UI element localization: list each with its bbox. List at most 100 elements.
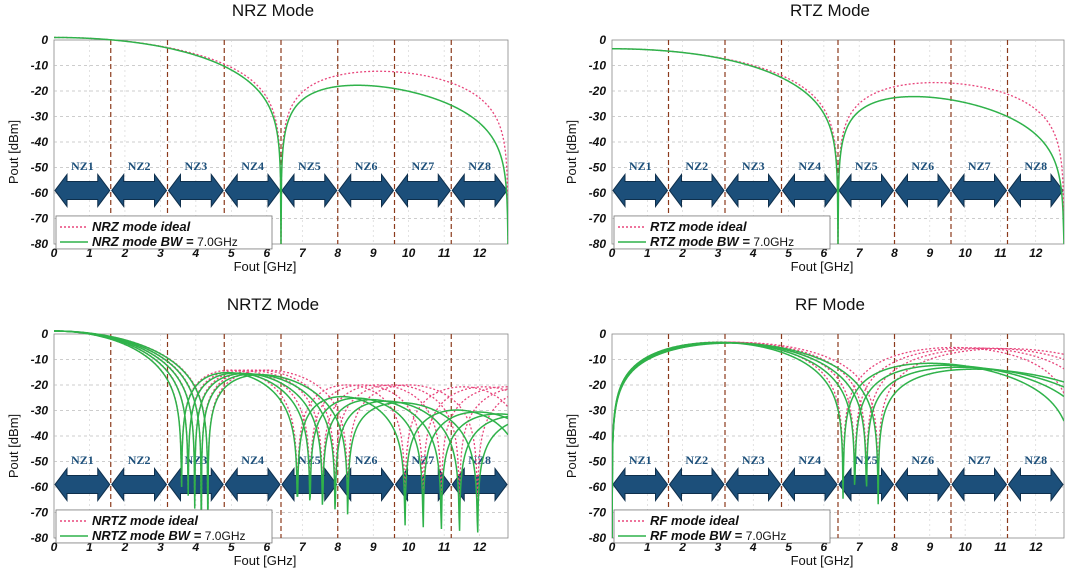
y-tick-label: 0 — [599, 327, 606, 341]
x-axis-label: Fout [GHz] — [234, 259, 297, 274]
nyquist-zone-arrow-nz4 — [224, 466, 281, 502]
x-tick-label: 10 — [958, 540, 972, 554]
x-tick-label: 1 — [86, 540, 93, 554]
series-line-ideal-0 — [612, 48, 1064, 244]
x-tick-label: 6 — [821, 246, 828, 260]
nyquist-zone-label: NZ2 — [685, 453, 708, 467]
y-tick-label: -20 — [31, 378, 49, 392]
x-axis-label: Fout [GHz] — [791, 259, 854, 274]
x-tick-label: 10 — [402, 246, 416, 260]
x-tick-label: 11 — [438, 540, 451, 554]
legend-entry: NRZ mode BW = 7.0GHz — [92, 234, 238, 249]
series-line-ideal-0 — [612, 341, 1064, 538]
x-tick-label: 0 — [51, 246, 58, 260]
nyquist-zone-label: NZ7 — [968, 159, 991, 173]
y-tick-label: 0 — [41, 33, 48, 47]
legend-entry: RTZ mode BW = 7.0GHz — [650, 234, 794, 249]
y-tick-label: -40 — [589, 429, 607, 443]
legend-entry: RTZ mode ideal — [650, 219, 747, 234]
y-axis-label: Pout [dBm] — [6, 120, 21, 184]
y-tick-label: -30 — [31, 110, 49, 124]
x-tick-label: 0 — [609, 540, 616, 554]
nyquist-zone-label: NZ6 — [911, 159, 934, 173]
x-tick-label: 11 — [994, 540, 1007, 554]
nyquist-zone-label: NZ2 — [128, 453, 151, 467]
curves — [54, 330, 508, 536]
y-tick-label: -60 — [31, 480, 49, 494]
nyquist-zone-label: NZ7 — [412, 453, 435, 467]
x-tick-label: 4 — [749, 540, 757, 554]
nyquist-zone-label: NZ5 — [855, 159, 878, 173]
y-tick-label: -60 — [589, 480, 607, 494]
legend-entry: NRTZ mode BW = 7.0GHz — [92, 528, 245, 543]
nyquist-zone-arrow-nz5 — [838, 172, 895, 208]
series-line-bw-0 — [54, 330, 508, 526]
nyquist-zone-label: NZ4 — [241, 453, 264, 467]
legend-entry: NRZ mode ideal — [92, 219, 191, 234]
x-tick-label: 2 — [121, 540, 129, 554]
nyquist-zone-label: NZ1 — [71, 453, 94, 467]
x-tick-label: 9 — [926, 246, 933, 260]
y-tick-label: -70 — [31, 506, 49, 520]
legend-box — [55, 509, 273, 544]
nyquist-zone-label: NZ8 — [1024, 159, 1047, 173]
nyquist-zone-label: NZ3 — [742, 159, 765, 173]
nyquist-zone-label: NZ7 — [412, 159, 435, 173]
nyquist-zone-label: NZ8 — [468, 159, 491, 173]
series-line-bw-4 — [54, 330, 508, 533]
nyquist-zone-label: NZ7 — [968, 453, 991, 467]
y-tick-label: -20 — [589, 378, 607, 392]
y-tick-label: -30 — [31, 404, 49, 418]
legend-entry: RF mode BW = 7.0GHz — [650, 528, 786, 543]
x-tick-label: 2 — [678, 540, 686, 554]
nyquist-zone-arrow-nz5 — [281, 172, 338, 208]
x-tick-label: 7 — [856, 540, 864, 554]
nyquist-zone-arrow-nz6 — [338, 172, 395, 208]
x-tick-label: 1 — [644, 540, 651, 554]
y-tick-label: -50 — [31, 161, 49, 175]
curves — [54, 36, 508, 244]
nyquist-zone-label: NZ4 — [798, 453, 821, 467]
nyquist-zone-arrow-nz3 — [725, 172, 782, 208]
nyquist-zone-label: NZ2 — [685, 159, 708, 173]
x-tick-label: 11 — [994, 246, 1007, 260]
x-tick-label: 12 — [473, 246, 487, 260]
x-tick-label: 12 — [1029, 246, 1043, 260]
x-tick-label: 7 — [856, 246, 864, 260]
x-tick-label: 5 — [228, 540, 235, 554]
x-tick-label: 3 — [157, 246, 164, 260]
nyquist-zone-arrow-nz1 — [612, 466, 669, 502]
x-tick-label: 4 — [192, 246, 200, 260]
nyquist-zone-label: NZ6 — [911, 453, 934, 467]
y-tick-label: -60 — [589, 186, 607, 200]
nyquist-zone-arrow-nz6 — [894, 172, 951, 208]
nyquist-zone-arrow-nz2 — [668, 172, 725, 208]
nyquist-zone-arrow-nz8 — [1007, 466, 1064, 502]
curves — [612, 341, 1064, 538]
x-tick-label: 3 — [157, 540, 164, 554]
x-tick-label: 12 — [1029, 540, 1043, 554]
nyquist-zone-label: NZ1 — [71, 159, 94, 173]
y-tick-label: -10 — [31, 59, 49, 73]
x-tick-label: 0 — [51, 540, 58, 554]
x-tick-label: 10 — [402, 540, 416, 554]
nyquist-zone-label: NZ1 — [629, 453, 652, 467]
nyquist-zone-label: NZ6 — [355, 453, 378, 467]
y-tick-label: -50 — [31, 455, 49, 469]
y-tick-label: -10 — [31, 353, 49, 367]
x-tick-label: 9 — [370, 246, 377, 260]
x-tick-label: 9 — [370, 540, 377, 554]
y-tick-label: -70 — [589, 506, 607, 520]
nyquist-zone-arrow-nz2 — [668, 466, 725, 502]
x-tick-label: 12 — [473, 540, 487, 554]
x-tick-label: 6 — [821, 540, 828, 554]
nyquist-zone-label: NZ3 — [185, 159, 208, 173]
y-axis-label: Pout [dBm] — [564, 414, 579, 478]
y-tick-label: 0 — [41, 327, 48, 341]
x-tick-label: 7 — [299, 540, 307, 554]
nyquist-zone-arrow-nz1 — [612, 172, 669, 208]
series-line-ideal-0 — [54, 36, 508, 244]
